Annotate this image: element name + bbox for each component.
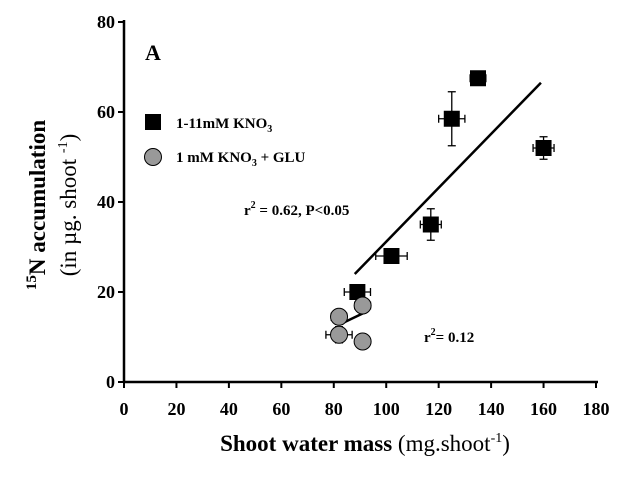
data-point-circle: [330, 325, 349, 344]
legend-label-glu: 1 mM KNO3 + GLU: [176, 150, 306, 169]
y-axis-label: 15N accumulation (in µg. shoot -1): [24, 120, 81, 290]
svg-text:15N accumulation: 15N accumulation: [24, 120, 50, 290]
y-tick-label: 40: [97, 192, 115, 212]
data-point-square: [383, 248, 400, 264]
data-point-square: [470, 70, 486, 87]
x-tick-label: 160: [530, 399, 557, 419]
svg-text:(in µg. shoot -1): (in µg. shoot -1): [56, 134, 81, 277]
x-tick-label: 120: [425, 399, 452, 419]
x-tick-label: 20: [167, 399, 185, 419]
x-tick-label: 40: [220, 399, 238, 419]
r2-annotation-glu: r2= 0.12: [424, 327, 474, 346]
data-point-square: [535, 140, 552, 156]
x-tick-label: 60: [272, 399, 290, 419]
r2-annotation-kno3: r2 = 0.62, P<0.05: [244, 200, 349, 219]
legend-label-kno3: 1-11mM KNO3: [176, 116, 272, 135]
x-tick-label: 140: [478, 399, 505, 419]
legend-marker-circle: [144, 148, 162, 166]
data-point-circle: [353, 332, 372, 351]
legend-marker-square: [145, 114, 161, 130]
data-point-square: [349, 284, 366, 300]
panel-label: A: [145, 40, 161, 65]
x-tick-label: 0: [120, 399, 129, 419]
y-tick-label: 20: [97, 282, 115, 302]
data-point-circle: [330, 307, 349, 326]
data-point-square: [443, 110, 460, 127]
x-tick-label: 180: [583, 399, 610, 419]
y-tick-label: 0: [106, 372, 115, 392]
fit-line-series-0: [353, 81, 542, 275]
data-point-circle: [353, 296, 372, 315]
legend: 1-11mM KNO3 1 mM KNO3 + GLU: [144, 114, 306, 169]
data-point-square: [422, 216, 439, 233]
y-tick-label: 80: [97, 12, 115, 32]
x-tick-label: 100: [373, 399, 400, 419]
x-axis-label: Shoot water mass (mg.shoot-1): [220, 431, 510, 456]
y-tick-label: 60: [97, 102, 115, 122]
x-tick-label: 80: [325, 399, 343, 419]
